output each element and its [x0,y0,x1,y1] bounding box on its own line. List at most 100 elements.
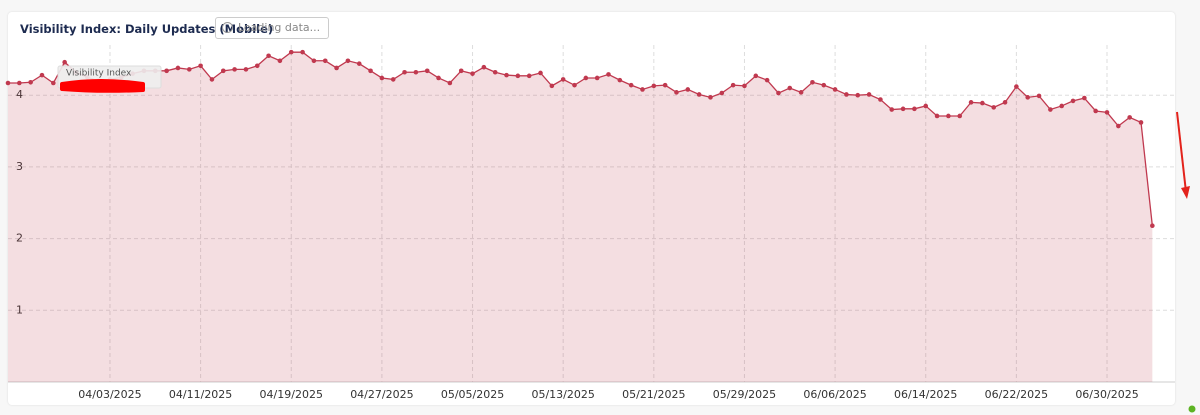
x-tick-label: 06/14/2025 [894,388,957,401]
point [549,83,555,89]
point [674,90,679,95]
point [560,77,566,82]
y-tick-label: 2 [16,232,23,245]
point [844,92,849,97]
point [923,103,929,109]
point [832,87,838,92]
point [696,92,702,97]
point [798,90,804,95]
point [1104,110,1110,115]
point [594,75,600,81]
point [810,79,815,85]
point [855,92,861,98]
point [164,68,169,74]
point [1014,84,1019,89]
x-tick-label: 05/13/2025 [531,388,594,401]
chart-title: Visibility Index: Daily Updates (Mobile) [20,22,274,36]
point [288,49,294,55]
point [606,72,611,77]
point [447,80,453,86]
x-tick-label: 06/30/2025 [1075,388,1138,401]
point [764,77,770,83]
point [5,80,11,86]
point [492,69,498,75]
y-tick-label: 1 [16,303,23,316]
point [1082,95,1087,101]
point [1070,98,1076,104]
area [8,52,1153,382]
point [1002,100,1008,105]
point [900,106,906,112]
point [186,67,192,72]
point [821,82,827,88]
point [515,73,521,79]
point [538,70,543,76]
point [470,71,475,76]
point [51,80,56,86]
point [617,77,623,83]
point [651,83,657,89]
x-tick-label: 04/27/2025 [350,388,413,401]
point [787,85,793,91]
point [912,106,917,112]
point [1138,120,1144,125]
point [753,73,759,79]
point [685,87,691,92]
x-tick-label: 05/21/2025 [622,388,685,401]
point [424,68,430,74]
point [742,83,747,89]
point [980,100,985,106]
point [662,82,668,88]
point [28,79,33,85]
point [311,58,317,64]
point [1036,93,1042,99]
point [934,113,940,119]
point [334,65,339,71]
tooltip-label: Visibility Index [66,69,132,79]
x-tick-label: 05/29/2025 [713,388,776,401]
point [719,90,725,96]
point [379,75,385,81]
point [1116,123,1121,129]
loading-button[interactable]: Loading data... [215,17,330,39]
point [628,82,634,88]
x-tick-label: 06/06/2025 [803,388,866,401]
point [368,68,373,74]
point [889,107,895,112]
point [436,75,441,81]
point [1093,108,1098,114]
point [356,61,362,66]
point [17,80,22,86]
point [254,63,260,69]
point [991,105,997,110]
point [481,64,487,70]
point [390,77,396,82]
redaction [60,79,145,93]
point [946,113,951,119]
point [232,67,237,72]
point [504,72,509,78]
point [198,63,203,69]
x-tick-label: 04/03/2025 [78,388,141,401]
point [345,58,351,64]
point [866,92,872,97]
point [1150,223,1155,228]
point [957,113,963,119]
point [1059,103,1064,109]
y-tick-label: 4 [16,88,23,101]
point [300,49,305,55]
point [1127,115,1132,120]
point [243,67,249,72]
x-tick-label: 06/22/2025 [985,388,1048,401]
point [209,77,215,82]
point [175,65,181,71]
point [1048,107,1053,112]
arrow-head [1181,186,1190,199]
point [1025,95,1031,100]
x-tick-label: 04/11/2025 [169,388,232,401]
status-dot [1188,405,1196,413]
point [572,82,577,88]
point [277,58,283,64]
